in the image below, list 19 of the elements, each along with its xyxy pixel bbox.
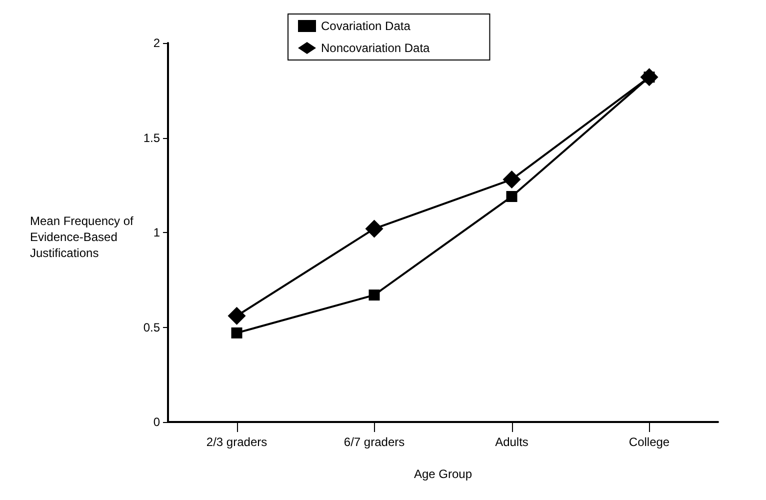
y-tick-label: 1 bbox=[153, 226, 160, 240]
point bbox=[228, 306, 246, 325]
x-tick-label: 6/7 graders bbox=[344, 435, 405, 449]
y-tick-label: 2 bbox=[153, 36, 160, 50]
point bbox=[502, 170, 521, 188]
legend-label: Covariation Data bbox=[321, 19, 411, 33]
y-tick-label: 1.5 bbox=[143, 130, 160, 145]
x-axis-title: Age Group bbox=[414, 467, 472, 481]
point bbox=[365, 220, 384, 238]
point bbox=[368, 290, 380, 301]
x-tick-label: Adults bbox=[495, 435, 528, 449]
y-tick-label: 0 bbox=[153, 415, 160, 429]
x-tick-label: 2/3 graders bbox=[206, 435, 268, 449]
point bbox=[231, 327, 242, 338]
legend-label: Noncovariation Data bbox=[321, 41, 430, 55]
x-tick-label: College bbox=[628, 435, 670, 449]
y-tick-label: 0.5 bbox=[143, 320, 160, 334]
point bbox=[506, 190, 518, 202]
y-axis-title: Mean Frequency of Evidence-Based Justifications bbox=[30, 214, 134, 260]
